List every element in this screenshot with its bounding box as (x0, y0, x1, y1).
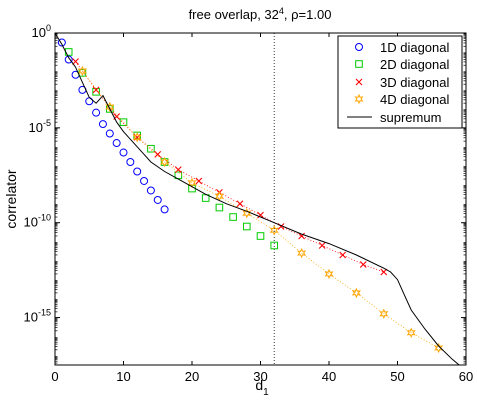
legend-label-1d: 1D diagonal (380, 40, 449, 55)
series-4d-point (297, 247, 307, 259)
legend-swatch-3d (355, 78, 363, 86)
series-4d-point (434, 342, 444, 354)
y-tick-label: 100 (32, 23, 51, 40)
series-2d-point (243, 222, 251, 231)
series-3d-point (195, 177, 203, 185)
series-2d-point (229, 213, 237, 221)
series-1d-point (153, 195, 162, 204)
series-4d-point (351, 287, 361, 299)
x-tick-label: 10 (116, 369, 130, 384)
series-1d-point (105, 129, 114, 138)
legend-swatch-4d (354, 93, 364, 105)
series-3d-point (318, 242, 326, 249)
x-tick-label: 40 (322, 369, 336, 384)
series-1d-point (57, 38, 66, 47)
chart-title: free overlap, 324, ρ=1.00 (189, 6, 332, 22)
series-4d-point (160, 156, 170, 168)
series-4d-point (269, 225, 279, 236)
series-2d-point (119, 118, 128, 126)
series-2d-point (270, 241, 278, 250)
x-tick-label: 20 (185, 369, 199, 384)
series-1d-point (112, 139, 121, 148)
series-1d-point (119, 148, 128, 157)
series-3d-point (298, 232, 305, 240)
series-4d-point (406, 327, 416, 338)
series-1d-point (133, 167, 142, 176)
series-2d-point (215, 203, 224, 212)
series-2d-point (256, 232, 265, 240)
series-4d-point (77, 65, 87, 77)
series-4d-connector (82, 70, 439, 349)
series-1d-point (146, 186, 155, 195)
supremum-line (55, 33, 460, 365)
legend-swatch-2d (355, 60, 363, 68)
axis-ticks: 0 10 20 30 40 50 60 100 10-5 10-10 10-15 (24, 23, 474, 384)
series-1d-point (98, 120, 107, 129)
series-4d-point (132, 132, 142, 143)
y-tick-label: 10-15 (24, 308, 51, 325)
y-tick-label: 10-5 (29, 118, 51, 135)
series-3d-point (174, 166, 182, 173)
series-4d-point (379, 308, 389, 320)
series-3d-point (92, 86, 100, 94)
series-3d-point (359, 261, 367, 268)
series-4d-point (324, 268, 334, 280)
series-3d-point (339, 251, 347, 259)
series-3d-point (236, 200, 244, 208)
series-3d-point (72, 58, 79, 65)
y-axis-label: correlator (3, 169, 19, 228)
x-tick-label: 60 (459, 369, 473, 384)
series-3d-point (257, 211, 264, 219)
series-4d-point (105, 101, 115, 113)
series-1d-point (64, 55, 73, 64)
series-2d-point (92, 88, 100, 96)
legend: 1D diagonal 2D diagonal 3D diagonal 4D d… (337, 35, 463, 129)
series-1d-point (140, 176, 149, 185)
legend-label-2d: 2D diagonal (380, 57, 449, 72)
data-layer (55, 33, 460, 365)
legend-label-4d: 4D diagonal (380, 92, 449, 107)
series-3d-point (380, 268, 388, 276)
x-tick-label: 50 (390, 369, 404, 384)
x-tick-label: 30 (253, 369, 267, 384)
series-3d-point (154, 151, 162, 158)
series-2d-point (147, 144, 155, 153)
series-1d-point (126, 158, 135, 167)
series-3d-connector (75, 61, 384, 273)
x-tick-label: 0 (51, 369, 58, 384)
legend-label-supremum: supremum (380, 110, 441, 125)
series-1d-point (160, 205, 169, 214)
y-tick-label: 10-10 (24, 213, 51, 230)
x-axis-label: d1 (255, 377, 269, 398)
legend-swatch-1d (355, 43, 363, 51)
legend-label-3d: 3D diagonal (380, 75, 449, 90)
series-4d-point (242, 207, 252, 219)
series-1d-point (92, 108, 101, 117)
